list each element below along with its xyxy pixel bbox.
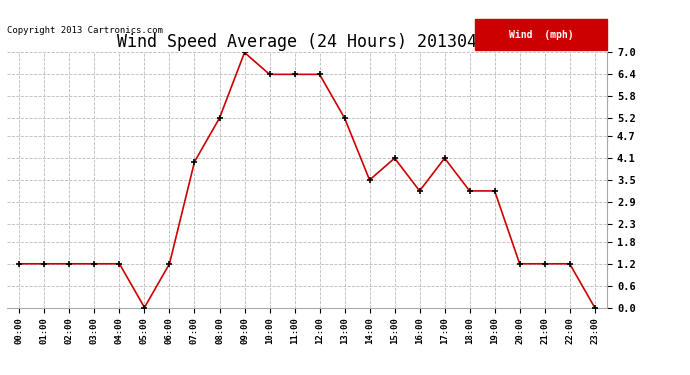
Text: Copyright 2013 Cartronics.com: Copyright 2013 Cartronics.com [7, 26, 163, 35]
FancyBboxPatch shape [475, 20, 607, 50]
Title: Wind Speed Average (24 Hours) 20130416: Wind Speed Average (24 Hours) 20130416 [117, 33, 497, 51]
Text: Wind  (mph): Wind (mph) [509, 30, 573, 40]
